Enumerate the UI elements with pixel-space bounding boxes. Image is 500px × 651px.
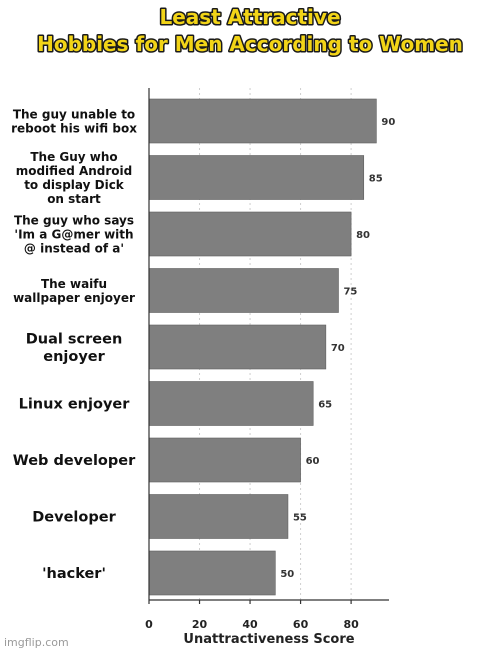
bar (148, 550, 276, 596)
value-labels: 90 85 80 75 70 65 60 55 50 (280, 117, 395, 580)
data-label: 55 (293, 513, 307, 524)
x-tick-label: 80 (343, 618, 359, 631)
chart-title-line: Hobbies for Men According to Women (37, 32, 463, 56)
data-label: 90 (381, 117, 395, 128)
bar (148, 437, 301, 483)
bar (148, 268, 339, 313)
data-label: 75 (343, 287, 357, 298)
x-tick-label: 40 (242, 618, 258, 631)
bar (148, 155, 365, 200)
chart-title: Least Attractive Hobbies for Men Accordin… (36, 4, 465, 58)
x-tick-label: 20 (192, 618, 208, 631)
data-label: 80 (356, 230, 370, 241)
category-label: 'hacker' (42, 566, 106, 582)
x-axis-title: Unattractiveness Score (183, 632, 354, 647)
category-label: Dual screen enjoyer (26, 331, 123, 365)
data-label: 70 (331, 343, 345, 354)
watermark: imgflip.com (4, 636, 69, 649)
bar (148, 381, 314, 426)
data-label: 50 (280, 569, 294, 580)
category-label: The waifu wallpaper enjoyer (13, 277, 135, 305)
category-label: The guy unable to reboot his wifi box (11, 107, 137, 135)
x-tick-label: 0 (145, 618, 153, 631)
x-axis: 0 20 40 60 80 (145, 88, 389, 631)
category-label: The guy who says 'Im a G@mer with @ instea… (14, 213, 134, 255)
x-tick-label: 60 (293, 618, 309, 631)
category-label: Developer (32, 510, 116, 526)
bars (148, 98, 377, 596)
bar (148, 494, 289, 539)
bar (148, 324, 327, 370)
category-label: Web developer (13, 453, 136, 469)
data-label: 65 (318, 400, 332, 411)
category-label: The Guy who modified Android to display Di… (16, 150, 133, 206)
data-label: 85 (369, 174, 383, 185)
category-label: Linux enjoyer (19, 397, 131, 413)
data-label: 60 (306, 456, 320, 467)
bar (148, 211, 352, 257)
category-labels: The guy unable to reboot his wifi box The … (11, 107, 137, 582)
bar (148, 98, 377, 144)
chart-title-line: Least Attractive (159, 5, 340, 29)
